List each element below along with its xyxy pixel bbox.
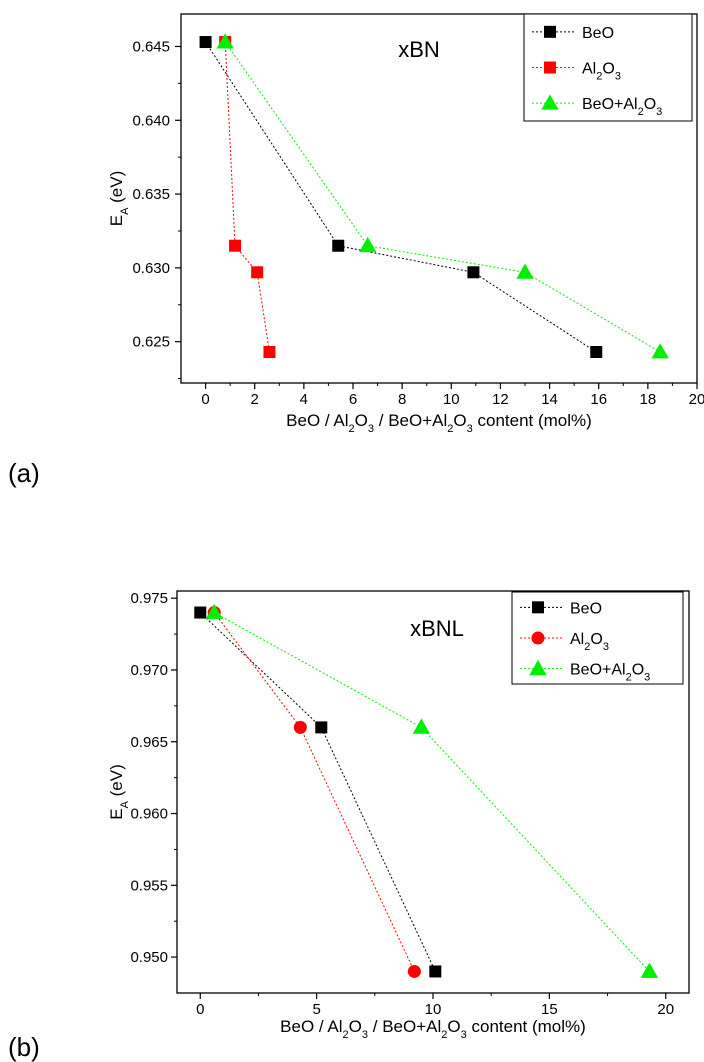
- series-line: [199, 612, 436, 972]
- x-tick-label: 2: [251, 391, 259, 408]
- x-tick-label: 14: [541, 391, 558, 408]
- y-tick-label: 0.635: [132, 186, 170, 203]
- x-tick-label: 0: [196, 1001, 204, 1018]
- chart-b: 0 5 10 15 20 0.950 0.955 0.960 0.965 0.970 0.975 Be…: [8, 590, 690, 1062]
- data-point: [315, 721, 328, 734]
- x-tick-label: 10: [425, 1001, 442, 1018]
- legend-label: Al2O3: [582, 61, 621, 83]
- plot-frame: [180, 13, 698, 384]
- data-point: [199, 36, 212, 49]
- data-point: [229, 239, 242, 252]
- series-line: [205, 41, 597, 353]
- chart-a: 0 2 4 6 8 10 12 14 16 18 20 0.625 0.630 0.635 0.640 0.6…: [8, 13, 704, 488]
- x-tick-label: 16: [590, 391, 607, 408]
- y-tick-label: 0.645: [132, 38, 170, 55]
- data-point: [332, 239, 345, 252]
- data-point: [263, 346, 276, 359]
- x-tick-label: 12: [492, 391, 509, 408]
- x-axis-label: BeO / Al2O3 / BeO+Al2O3 content (mol%): [280, 1017, 586, 1041]
- y-tick-label: 0.970: [130, 662, 168, 679]
- y-tick-label: 0.640: [132, 112, 170, 129]
- x-tick-label: 8: [398, 391, 406, 408]
- legend-marker: [544, 25, 556, 38]
- legend-label: BeO+Al2O3: [582, 96, 662, 118]
- data-point: [429, 965, 442, 978]
- chart-annotation: xBN: [398, 37, 440, 62]
- series-line: [213, 612, 415, 972]
- legend-marker: [541, 94, 559, 110]
- x-axis-label: BeO / Al2O3 / BeO+Al2O3 content (mol%): [286, 411, 592, 435]
- legend-marker: [529, 659, 547, 676]
- legend-label: BeO: [570, 600, 602, 617]
- legend-marker: [544, 61, 556, 74]
- x-tick-label: 4: [300, 391, 308, 408]
- data-point: [640, 962, 659, 978]
- legend-marker: [531, 631, 545, 645]
- legend-label: Al2O3: [570, 631, 609, 653]
- x-tick-label: 5: [312, 1001, 320, 1018]
- y-tick-label: 0.965: [130, 734, 168, 751]
- x-tick-label: 15: [541, 1001, 558, 1018]
- x-tick-label: 20: [689, 391, 704, 408]
- panel-label: (a): [8, 458, 40, 488]
- data-point: [194, 606, 207, 619]
- x-tick-label: 10: [443, 391, 460, 408]
- y-axis-label: EA (eV): [107, 764, 131, 820]
- x-tick-label: 20: [657, 1001, 674, 1018]
- y-tick-label: 0.960: [130, 806, 168, 823]
- y-tick-label: 0.975: [130, 590, 168, 607]
- series-line: [224, 42, 270, 353]
- y-tick-label: 0.955: [130, 877, 168, 894]
- y-tick-label: 0.950: [130, 949, 168, 966]
- data-point: [412, 718, 430, 734]
- data-point: [590, 346, 603, 359]
- data-point: [467, 266, 480, 279]
- data-point: [651, 343, 669, 359]
- series-line: [224, 41, 661, 353]
- y-axis-label: EA (eV): [107, 171, 131, 227]
- chart-annotation: xBNL: [410, 616, 464, 641]
- data-point: [251, 266, 264, 279]
- legend-label: BeO+Al2O3: [570, 662, 650, 684]
- panel-label: (b): [8, 1032, 40, 1062]
- data-point: [216, 33, 234, 49]
- x-tick-label: 6: [349, 391, 357, 408]
- data-point: [205, 603, 223, 619]
- y-tick-label: 0.630: [132, 260, 170, 277]
- data-point: [407, 964, 421, 978]
- data-point: [516, 263, 534, 279]
- data-point: [293, 720, 307, 734]
- data-point: [359, 236, 377, 253]
- y-tick-label: 0.625: [132, 334, 170, 351]
- legend-marker: [532, 601, 544, 614]
- x-tick-label: 18: [640, 391, 657, 408]
- legend-label: BeO: [582, 25, 614, 42]
- x-tick-label: 0: [201, 391, 209, 408]
